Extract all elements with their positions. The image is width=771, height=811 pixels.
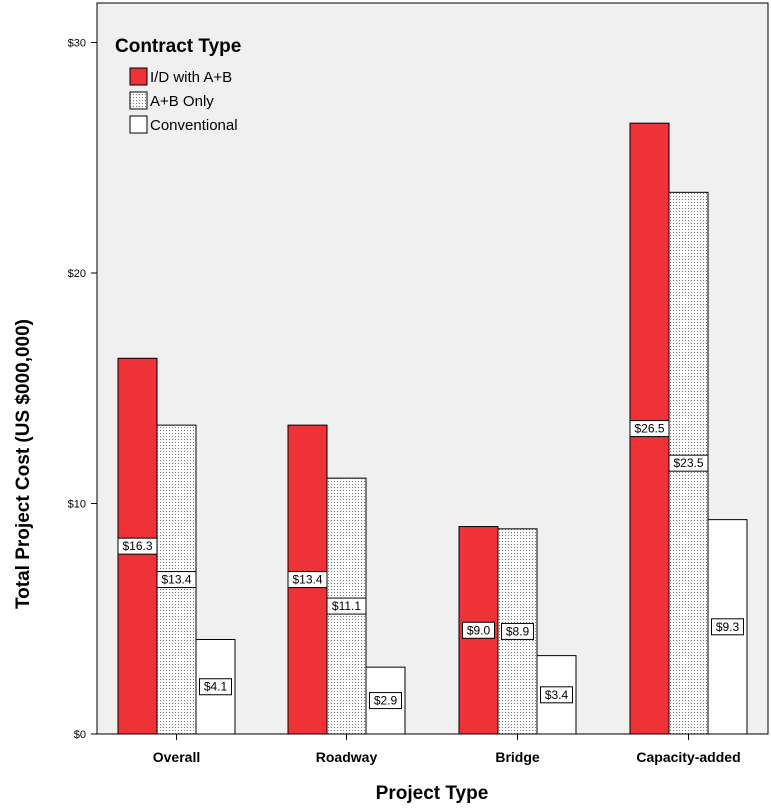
legend-label: I/D with A+B — [150, 69, 232, 86]
legend-item-a-plus-b-only: A+B Only — [129, 91, 214, 110]
data-label: $13.4 — [156, 571, 197, 589]
data-label: $4.1 — [199, 678, 232, 696]
data-label: $2.9 — [369, 692, 402, 710]
data-label-box — [117, 537, 158, 555]
data-label-text: $8.9 — [506, 624, 530, 638]
data-label-text: $23.5 — [673, 456, 703, 470]
data-labels-group: $16.3 $13.4 $9.0 $26.5 $13.4 $11.1 $8.9 $23.5 $4… — [117, 420, 744, 710]
legend-label: A+B Only — [150, 93, 214, 110]
data-label: $16.3 — [117, 537, 158, 555]
y-axis-title: Total Project Cost (US $000,000) — [13, 319, 34, 609]
data-label: $11.1 — [326, 597, 367, 615]
data-label: $9.3 — [711, 618, 744, 636]
data-label-box — [199, 678, 232, 696]
x-tick-label: Capacity-added — [636, 749, 740, 765]
y-tick-label: $10 — [68, 499, 86, 511]
data-label-text: $9.0 — [467, 623, 491, 637]
data-label-box — [326, 597, 367, 615]
data-label: $23.5 — [668, 454, 709, 472]
data-label: $9.0 — [462, 621, 495, 639]
legend-swatch — [129, 67, 148, 86]
data-label-text: $16.3 — [122, 539, 152, 553]
data-label-box — [462, 621, 495, 639]
y-axis: $0 $10 $20 $30 — [68, 38, 97, 741]
data-label-text: $11.1 — [332, 599, 361, 613]
data-label: $8.9 — [501, 622, 534, 640]
x-axis: Overall Roadway Bridge Capacity-added — [153, 734, 741, 765]
legend-item-id-with-a-plus-b: I/D with A+B — [129, 67, 232, 86]
x-axis-title: Project Type — [376, 783, 489, 804]
legend-title: Contract Type — [115, 36, 241, 57]
data-label-text: $4.1 — [204, 680, 228, 694]
legend: Contract Type I/D with A+B A+B Only Conven… — [115, 36, 241, 134]
data-label-text: $3.4 — [545, 688, 569, 702]
data-label-text: $26.5 — [634, 422, 664, 436]
data-label-box — [287, 571, 328, 589]
data-label-box — [501, 622, 534, 640]
data-label-box — [711, 618, 744, 636]
data-label-text: $13.4 — [161, 573, 191, 587]
data-label-text: $2.9 — [374, 694, 398, 708]
legend-label: Conventional — [150, 117, 238, 134]
data-label-text: $9.3 — [716, 620, 740, 634]
x-tick-label: Roadway — [316, 749, 378, 765]
data-label: $26.5 — [629, 420, 670, 438]
y-tick-label: $0 — [74, 729, 86, 741]
data-label-text: $13.4 — [292, 573, 322, 587]
x-tick-label: Bridge — [495, 749, 540, 765]
data-label-box — [629, 420, 670, 438]
data-label: $13.4 — [287, 571, 328, 589]
y-tick-label: $30 — [68, 38, 86, 50]
y-tick-label: $20 — [68, 268, 86, 280]
data-label-box — [540, 686, 573, 704]
data-label-box — [668, 454, 709, 472]
legend-item-conventional: Conventional — [129, 115, 238, 134]
data-label-box — [156, 571, 197, 589]
data-label-box — [369, 692, 402, 710]
legend-swatch — [129, 91, 148, 110]
data-label: $3.4 — [540, 686, 573, 704]
legend-swatch — [129, 115, 148, 134]
x-tick-label: Overall — [153, 749, 200, 765]
